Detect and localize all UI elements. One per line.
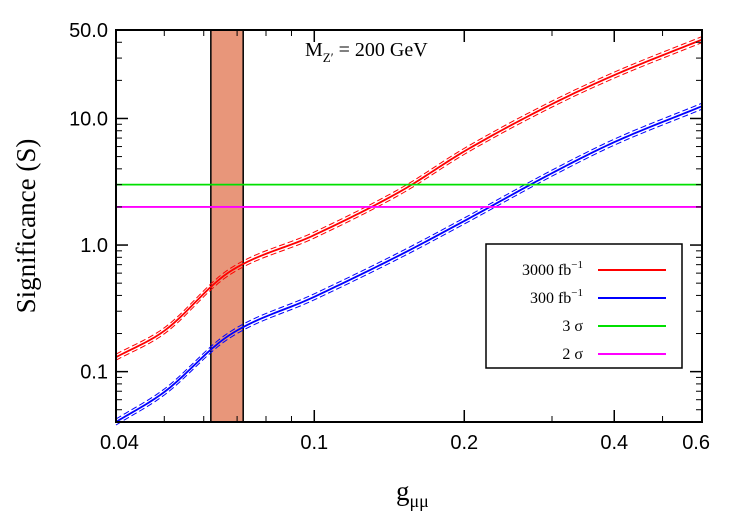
series-band-edge-1-0 <box>115 102 703 420</box>
legend-label-1: 300 fb−1 <box>530 287 583 307</box>
plot-frame <box>115 29 703 423</box>
y-tick-label: 50.0 <box>69 20 108 42</box>
annotation-text: = 200 GeV <box>334 39 429 61</box>
x-tick-label: 0.6 <box>682 432 710 454</box>
series-line-1 <box>115 105 703 423</box>
x-tick-label: 0.2 <box>450 432 478 454</box>
series-line-0 <box>115 38 703 359</box>
legend-label-3: 2 σ <box>562 346 583 363</box>
legend-box <box>485 243 683 369</box>
x-tick-label: 0.04 <box>100 432 139 454</box>
x-axis-label-main: g <box>396 476 410 506</box>
annotation-sub: Z′ <box>323 50 334 65</box>
x-axis-label-sub: μμ <box>410 491 429 511</box>
legend-label-2: 3 σ <box>562 318 583 335</box>
y-axis-label: Significance (S) <box>11 139 41 314</box>
series-band-edge-0-0 <box>115 36 703 355</box>
legend: 3000 fb−1 300 fb−1 3 σ 2 σ <box>485 243 683 369</box>
annotation-prefix: M <box>305 39 323 61</box>
legend-label-0: 3000 fb−1 <box>522 259 583 279</box>
y-tick-label: 0.1 <box>80 362 108 384</box>
y-tick-label: 10.0 <box>69 108 108 130</box>
x-axis-label: gμμ <box>396 476 429 511</box>
x-tick-label: 0.1 <box>300 432 328 454</box>
series-band-edge-0-1 <box>115 42 703 361</box>
x-tick-label: 0.4 <box>600 432 628 454</box>
excluded-band <box>210 29 244 423</box>
series-band-edge-1-1 <box>115 108 703 426</box>
mass-annotation: MZ′ = 200 GeV <box>305 39 428 65</box>
y-tick-label: 1.0 <box>80 235 108 257</box>
